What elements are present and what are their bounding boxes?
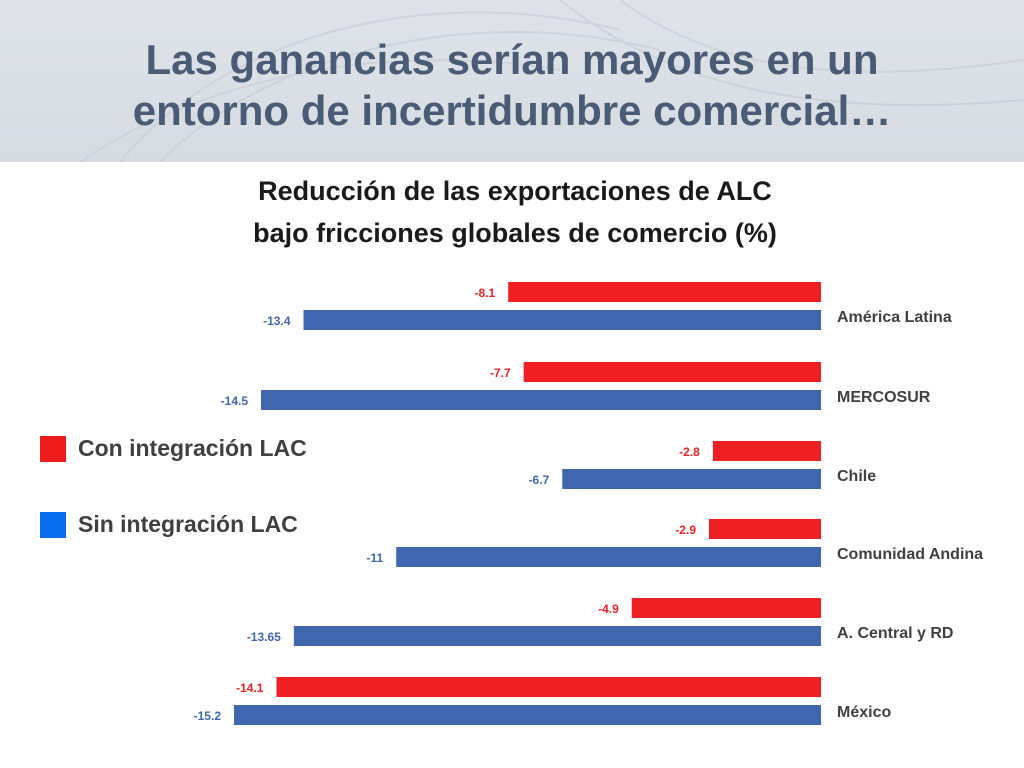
data-label-sin-comunidad-andina: -11	[367, 551, 384, 565]
bar-con-centroamerica-rd	[631, 598, 821, 618]
bar-con-comunidad-andina	[709, 519, 821, 539]
data-label-con-mexico: -14.1	[236, 681, 264, 695]
chart-title: Reducción de las exportaciones de ALC ba…	[0, 170, 1024, 254]
data-label-sin-mexico: -15.2	[194, 709, 222, 723]
data-label-sin-chile: -6.7	[529, 473, 550, 487]
legend-swatch-blue	[40, 512, 66, 538]
data-label-con-mercosur: -7.7	[490, 366, 511, 380]
header-swirl-decoration	[79, 0, 1024, 162]
bar-sin-america-latina	[303, 310, 821, 330]
bar-sin-comunidad-andina	[396, 547, 821, 567]
data-label-sin-mercosur: -14.5	[221, 394, 249, 408]
bar-sin-chile	[562, 469, 821, 489]
chart-title-line-2: bajo fricciones globales de comercio (%)	[253, 218, 777, 248]
slide-title: Las ganancias serían mayores en un entor…	[0, 34, 1024, 136]
data-label-con-comunidad-andina: -2.9	[675, 523, 696, 537]
bar-con-america-latina	[508, 282, 821, 302]
bar-sin-centroamerica-rd	[293, 626, 822, 646]
slide-title-line-2: entorno de incertidumbre comercial…	[132, 87, 892, 134]
legend-label-con-integracion: Con integración LAC	[78, 435, 307, 461]
bar-sin-mercosur	[261, 390, 821, 410]
data-label-con-centroamerica-rd: -4.9	[598, 602, 619, 616]
category-label-centroamerica-rd: A. Central y RD	[837, 625, 953, 642]
data-label-sin-america-latina: -13.4	[263, 314, 291, 328]
bar-con-mercosur	[523, 362, 821, 382]
header-band: Las ganancias serían mayores en un entor…	[0, 0, 1024, 162]
category-label-chile: Chile	[837, 468, 876, 485]
chart-title-line-1: Reducción de las exportaciones de ALC	[258, 176, 772, 206]
slide-title-line-1: Las ganancias serían mayores en un	[145, 36, 879, 83]
bar-con-chile	[712, 441, 821, 461]
data-label-sin-centroamerica-rd: -13.65	[247, 630, 281, 644]
legend-label-sin-integracion: Sin integración LAC	[78, 511, 298, 537]
category-label-mexico: México	[837, 704, 891, 721]
data-label-con-america-latina: -8.1	[475, 286, 496, 300]
legend-swatch-red	[40, 436, 66, 462]
bar-sin-mexico	[234, 705, 821, 725]
data-label-con-chile: -2.8	[679, 445, 700, 459]
bar-con-mexico	[276, 677, 822, 697]
category-label-america-latina: América Latina	[837, 309, 952, 326]
category-label-mercosur: MERCOSUR	[837, 389, 931, 406]
category-label-comunidad-andina: Comunidad Andina	[837, 546, 983, 563]
